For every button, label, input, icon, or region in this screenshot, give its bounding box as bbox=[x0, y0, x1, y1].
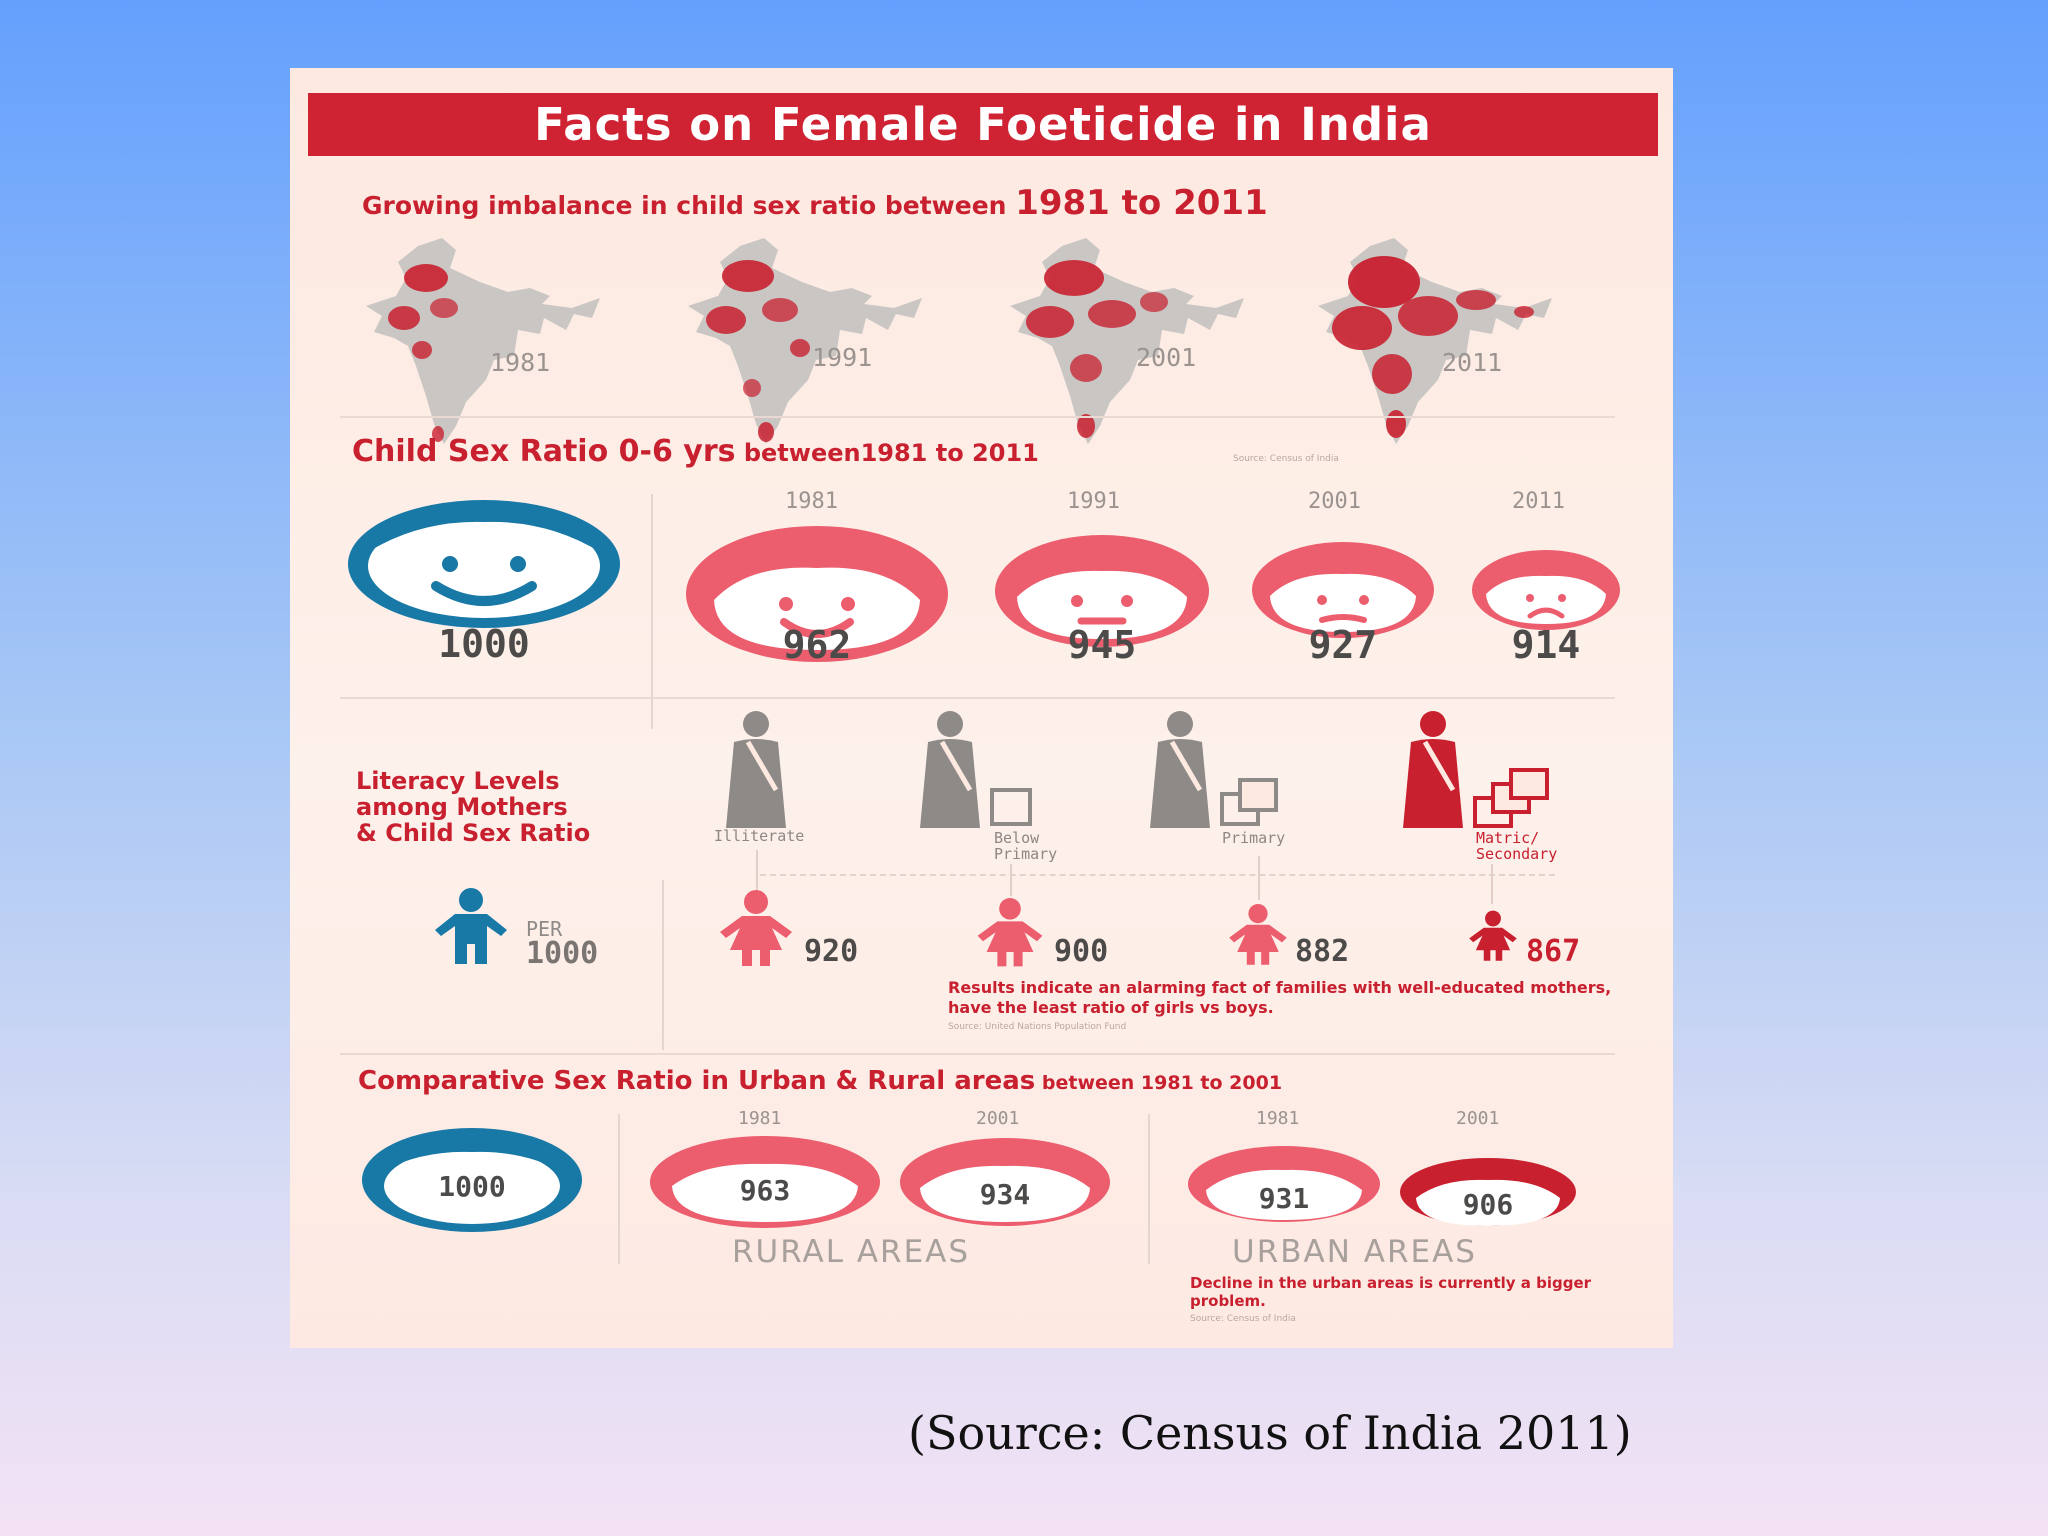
literacy-note: Results indicate an alarming fact of fam… bbox=[948, 978, 1612, 1017]
rural-year-1981: 1981 bbox=[738, 1108, 782, 1129]
connector-line bbox=[1491, 864, 1493, 904]
literacy-value-primary: 882 bbox=[1295, 934, 1350, 969]
map-year-2001: 2001 bbox=[1136, 343, 1197, 372]
below-primary-mother-icon bbox=[920, 711, 1032, 828]
divider bbox=[340, 416, 1615, 418]
baseline-value: 1000 bbox=[438, 622, 530, 666]
literacy-value-secondary: 867 bbox=[1526, 934, 1581, 969]
slide-caption: (Source: Census of India 2011) bbox=[908, 1406, 1632, 1460]
face-value-1981: 962 bbox=[782, 623, 852, 667]
urban-rural-heading: Comparative Sex Ratio in Urban & Rural a… bbox=[358, 1066, 1282, 1096]
connector-line bbox=[760, 874, 1555, 876]
poster-title: Facts on Female Foeticide in India bbox=[308, 93, 1658, 156]
urban-source: Source: Census of India bbox=[1190, 1314, 1296, 1324]
literacy-value-illiterate: 920 bbox=[804, 934, 859, 969]
rural-1981-girl-face-icon bbox=[650, 1136, 880, 1228]
illiterate-mother-icon bbox=[726, 711, 786, 828]
divider bbox=[618, 1114, 620, 1264]
india-maps bbox=[366, 238, 1552, 444]
urban-year-1981: 1981 bbox=[1256, 1108, 1300, 1129]
face-value-2011: 914 bbox=[1511, 623, 1581, 667]
literacy-label-primary: Primary bbox=[1222, 829, 1286, 847]
map-year-1981: 1981 bbox=[490, 348, 551, 377]
literacy-label-secondary: Matric/ Secondary bbox=[1476, 829, 1558, 863]
urban-value-2001: 906 bbox=[1462, 1188, 1514, 1221]
rural-2001-girl-face-icon bbox=[900, 1138, 1110, 1226]
literacy-heading-line: & Child Sex Ratio bbox=[356, 819, 591, 847]
urban-rural-heading-text: Comparative Sex Ratio in Urban & Rural a… bbox=[358, 1066, 1036, 1096]
per-label: PER bbox=[526, 917, 563, 941]
sad-girl-face-icon bbox=[1472, 550, 1620, 630]
urban-value-1981: 931 bbox=[1258, 1182, 1310, 1215]
literacy-label-illiterate: Illiterate bbox=[714, 827, 805, 845]
literacy-heading-line: Literacy Levels bbox=[356, 767, 560, 795]
maps-heading: Growing imbalance in child sex ratio bet… bbox=[362, 183, 1268, 223]
worried-girl-face-icon bbox=[1252, 542, 1434, 638]
ratio-heading-text: Child Sex Ratio 0-6 yrs bbox=[352, 434, 736, 469]
literacy-label-below-primary: Below Primary bbox=[994, 829, 1058, 863]
primary-mother-icon bbox=[1150, 711, 1278, 828]
maps-heading-text: Growing imbalance in child sex ratio bet… bbox=[362, 191, 1016, 220]
map-2001 bbox=[1010, 238, 1244, 444]
boy-face-icon bbox=[348, 500, 620, 628]
literacy-source: Source: United Nations Population Fund bbox=[948, 1022, 1127, 1032]
urban-rural-heading-range: between 1981 to 2001 bbox=[1035, 1072, 1283, 1094]
map-1981 bbox=[366, 238, 600, 444]
divider bbox=[1148, 1114, 1150, 1264]
maps-heading-range: 1981 to 2011 bbox=[1015, 183, 1268, 223]
girl-child-icon bbox=[1469, 910, 1517, 961]
divider bbox=[651, 494, 653, 729]
divider bbox=[340, 697, 1615, 699]
urban-1981-girl-face-icon bbox=[1188, 1146, 1380, 1222]
ratio-heading-range: between1981 to 2011 bbox=[735, 439, 1039, 467]
child-icon bbox=[435, 888, 507, 964]
urban-year-2001: 2001 bbox=[1456, 1108, 1500, 1129]
face-value-1991: 945 bbox=[1067, 623, 1137, 667]
rural-year-2001: 2001 bbox=[976, 1108, 1020, 1129]
literacy-heading: Literacy Levels among Mothers & Child Se… bbox=[356, 768, 590, 846]
urban-areas-label: URBAN AREAS bbox=[1232, 1234, 1477, 1270]
neutral-girl-face-icon bbox=[995, 535, 1209, 647]
divider bbox=[340, 1053, 1615, 1055]
map-year-1991: 1991 bbox=[812, 343, 873, 372]
girl-child-icon bbox=[1229, 904, 1287, 965]
connector-line bbox=[756, 850, 758, 890]
per-value: 1000 bbox=[526, 936, 599, 971]
secondary-mother-icon bbox=[1403, 711, 1549, 828]
face-value-2001: 927 bbox=[1308, 623, 1378, 667]
urban-2001-girl-face-icon bbox=[1400, 1158, 1576, 1226]
literacy-heading-line: among Mothers bbox=[356, 793, 568, 821]
map-2011 bbox=[1318, 238, 1552, 444]
face-year-1981: 1981 bbox=[785, 489, 838, 514]
divider bbox=[662, 880, 664, 1050]
boy-face-icon bbox=[362, 1128, 582, 1232]
face-year-2001: 2001 bbox=[1308, 489, 1361, 514]
face-year-2011: 2011 bbox=[1512, 489, 1565, 514]
urban-note: Decline in the urban areas is currently … bbox=[1190, 1274, 1592, 1310]
connector-line bbox=[1010, 864, 1012, 896]
rural-value-1981: 963 bbox=[739, 1174, 791, 1207]
maps-row bbox=[360, 238, 1600, 468]
happy-girl-face-icon bbox=[686, 526, 948, 662]
infographic-poster: Facts on Female Foeticide in India Growi… bbox=[290, 68, 1673, 1348]
ratio-source: Source: Census of India bbox=[1233, 454, 1339, 464]
connector-line bbox=[1258, 856, 1260, 900]
face-year-1991: 1991 bbox=[1067, 489, 1120, 514]
rural-value-2001: 934 bbox=[979, 1178, 1031, 1211]
ratio-heading: Child Sex Ratio 0-6 yrs between1981 to 2… bbox=[352, 434, 1039, 469]
rural-areas-label: RURAL AREAS bbox=[732, 1234, 971, 1270]
map-1991 bbox=[688, 238, 922, 444]
literacy-value-below-primary: 900 bbox=[1054, 934, 1109, 969]
map-year-2011: 2011 bbox=[1442, 348, 1503, 377]
girl-child-icon bbox=[977, 898, 1043, 967]
girl-child-icon bbox=[720, 890, 792, 966]
urban-rural-baseline: 1000 bbox=[438, 1170, 506, 1203]
